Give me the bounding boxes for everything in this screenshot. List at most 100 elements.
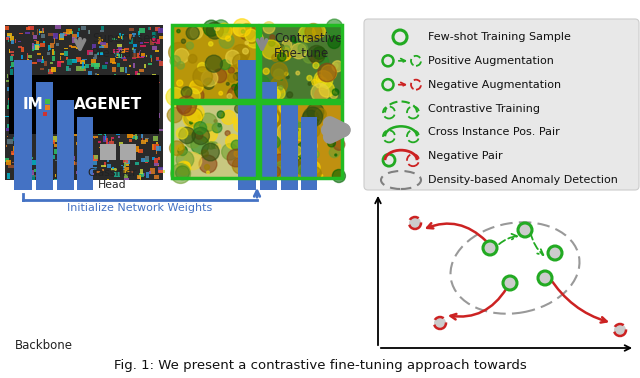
Circle shape [221, 110, 236, 124]
Bar [47, 53, 49, 55]
Circle shape [290, 140, 294, 144]
Bar [99, 37, 101, 41]
Bar [56, 43, 60, 46]
Circle shape [311, 84, 329, 102]
Bar [124, 166, 129, 170]
Bar [12, 162, 15, 163]
Bar [9, 49, 10, 53]
Bar [63, 148, 67, 150]
Bar [118, 77, 122, 82]
Text: Cross Instance Pos. Pair: Cross Instance Pos. Pair [428, 127, 560, 137]
Bar [132, 57, 136, 59]
Bar [29, 83, 31, 88]
Bar [70, 125, 73, 128]
Bar [81, 168, 84, 170]
Bar [132, 44, 136, 47]
Bar [118, 87, 122, 88]
Circle shape [335, 154, 337, 156]
Circle shape [177, 161, 191, 175]
Bar [121, 165, 124, 166]
Bar [126, 80, 130, 86]
Bar [79, 40, 83, 41]
Bar [125, 67, 127, 73]
Bar [66, 57, 68, 60]
Bar [48, 69, 49, 72]
Bar [56, 128, 58, 132]
Circle shape [207, 171, 209, 174]
Bar [126, 87, 132, 89]
Circle shape [276, 48, 290, 62]
Bar [260, 25, 342, 100]
Bar [120, 67, 124, 72]
Text: Initialize Network Weights: Initialize Network Weights [67, 203, 212, 213]
Bar [125, 80, 127, 83]
Bar [148, 28, 150, 30]
Bar [115, 127, 118, 133]
Circle shape [221, 144, 238, 160]
Bar [107, 178, 109, 180]
Bar [145, 156, 148, 160]
Circle shape [313, 62, 319, 68]
Circle shape [206, 82, 209, 85]
Bar [15, 112, 20, 115]
Bar [120, 144, 136, 160]
Bar [14, 70, 19, 76]
Bar [48, 45, 51, 50]
Bar [136, 109, 138, 112]
Bar [92, 95, 96, 101]
Bar [156, 82, 161, 83]
Bar [8, 124, 13, 129]
Bar [113, 115, 118, 120]
Bar [118, 99, 124, 101]
Bar [56, 110, 60, 112]
Circle shape [279, 164, 294, 180]
Bar [97, 74, 99, 80]
Circle shape [179, 144, 184, 149]
Bar [40, 76, 44, 79]
Bar [154, 158, 157, 163]
Bar [25, 76, 31, 78]
Bar [127, 133, 132, 138]
Bar [65, 81, 69, 83]
Circle shape [192, 127, 209, 145]
Bar [6, 146, 8, 147]
Bar [138, 88, 141, 93]
Bar [63, 164, 68, 167]
Bar [35, 45, 39, 50]
Circle shape [307, 76, 312, 81]
Bar [129, 139, 132, 142]
Bar [124, 100, 130, 101]
Circle shape [217, 111, 225, 118]
Bar [172, 103, 257, 178]
Circle shape [292, 123, 308, 139]
Bar [99, 46, 104, 48]
Bar [67, 108, 72, 110]
Bar [54, 39, 56, 43]
Bar [71, 107, 75, 113]
Bar [150, 169, 155, 174]
Bar [25, 128, 29, 129]
Bar [139, 99, 143, 102]
Bar [137, 175, 141, 179]
Bar [5, 26, 9, 30]
Bar [91, 158, 93, 164]
Bar [120, 145, 125, 149]
Bar [63, 33, 67, 36]
Bar [91, 64, 93, 66]
Bar [132, 135, 135, 136]
Bar [93, 96, 99, 101]
Bar [135, 71, 138, 76]
Circle shape [207, 142, 215, 149]
Bar [19, 172, 20, 175]
Bar [145, 162, 148, 163]
Bar [12, 120, 14, 124]
Bar [155, 27, 159, 31]
Bar [24, 172, 26, 173]
Bar [124, 166, 125, 170]
Circle shape [218, 124, 221, 127]
Bar [32, 116, 34, 121]
Bar [98, 104, 99, 108]
Bar [77, 94, 79, 98]
Bar [143, 89, 147, 92]
Bar [18, 41, 21, 42]
